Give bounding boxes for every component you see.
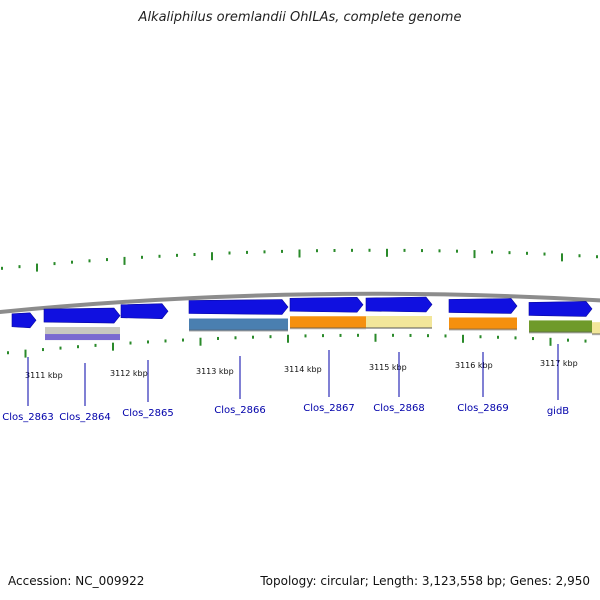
cog-shadow	[366, 327, 432, 330]
cog-block	[45, 334, 120, 341]
gene-label-Clos_2868[interactable]: Clos_2868	[373, 403, 425, 414]
cog-block	[366, 316, 432, 329]
cog-shadow	[290, 327, 366, 330]
coordinate-label: 3114 kbp	[284, 365, 322, 374]
coordinate-labels: 3111 kbp 3112 kbp 3113 kbp 3114 kbp 3115 kbp…	[25, 359, 578, 380]
coordinate-label: 3116 kbp	[455, 361, 493, 370]
gene-arrow-Clos_2867[interactable]	[289, 296, 364, 313]
genome-backbone	[0, 291, 600, 315]
gene-label-Clos_2865[interactable]: Clos_2865	[122, 408, 174, 419]
coordinate-label: 3115 kbp	[369, 363, 407, 372]
coordinate-label: 3117 kbp	[540, 359, 578, 368]
outer-tick-track	[1, 248, 598, 272]
gene-label-Clos_2869[interactable]: Clos_2869	[457, 403, 509, 414]
gene-label-Clos_2864[interactable]: Clos_2864	[59, 412, 111, 423]
gene-label-gidB[interactable]: gidB	[547, 406, 569, 417]
cog-shadow	[189, 329, 288, 332]
gene-track	[11, 296, 593, 329]
gene-arrow-Clos_2866[interactable]	[188, 299, 289, 315]
gene-labels: Clos_2863 Clos_2864 Clos_2865 Clos_2866 Clos…	[2, 344, 569, 423]
cog-shadow	[449, 328, 517, 331]
cog-track	[45, 316, 600, 341]
gene-arrow-Clos_2869[interactable]	[448, 298, 518, 314]
cog-shadow	[529, 331, 592, 334]
page-title: Alkaliphilus oremlandii OhILAs, complete…	[138, 10, 462, 25]
gene-arrow-Clos_2863[interactable]	[11, 312, 37, 329]
inner-tick-track	[7, 333, 587, 358]
gene-arrow-gidB[interactable]	[528, 301, 593, 317]
gene-label-Clos_2863[interactable]: Clos_2863	[2, 412, 54, 423]
cog-block	[449, 317, 517, 330]
topology-text: Topology: circular; Length: 3,123,558 bp…	[260, 574, 590, 588]
cog-block	[290, 316, 366, 329]
cog-block	[189, 318, 288, 331]
cog-block	[592, 322, 600, 335]
gene-arrow-Clos_2868[interactable]	[365, 296, 433, 313]
gene-label-Clos_2866[interactable]: Clos_2866	[214, 405, 266, 416]
gene-arrow-Clos_2864[interactable]	[43, 307, 121, 324]
coordinate-label: 3111 kbp	[25, 371, 63, 380]
coordinate-label: 3112 kbp	[110, 369, 148, 378]
gene-arrow-Clos_2865[interactable]	[120, 303, 169, 320]
gene-label-Clos_2867[interactable]: Clos_2867	[303, 403, 355, 414]
cog-shadow	[592, 333, 600, 336]
cog-block	[529, 320, 592, 333]
coordinate-label: 3113 kbp	[196, 367, 234, 376]
accession-text: Accession: NC_009922	[8, 574, 145, 588]
